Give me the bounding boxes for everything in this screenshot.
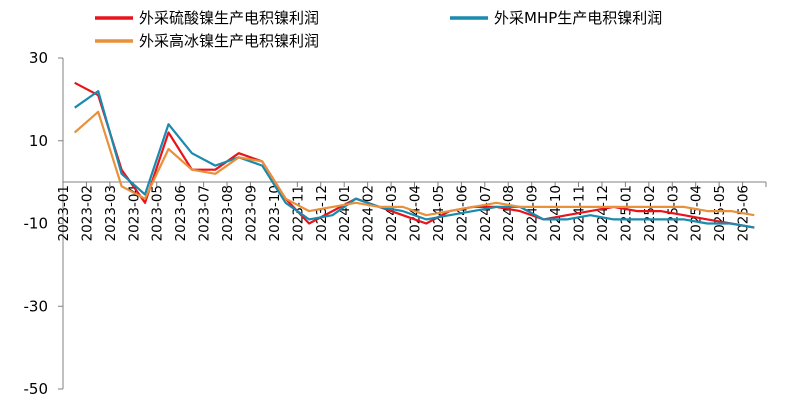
x-tick-label: 2023-10 (267, 185, 283, 241)
x-tick-label: 2024-10 (548, 185, 564, 241)
y-tick-label: -10 (24, 215, 49, 233)
x-tick-label: 2024-02 (361, 185, 377, 241)
x-tick-label: 2024-04 (408, 185, 424, 241)
x-tick-label: 2024-12 (595, 185, 611, 241)
series-line-2 (74, 89, 755, 229)
x-tick-label: 2023-02 (79, 185, 95, 241)
y-tick-label: -50 (24, 380, 49, 398)
plot-lines (73, 81, 755, 229)
x-tick-label: 2025-05 (712, 185, 728, 241)
x-tick-label: 2023-08 (220, 185, 236, 241)
y-tick-label: 30 (29, 49, 48, 67)
x-tick-label: 2023-05 (150, 185, 166, 241)
x-tick-label: 2024-03 (384, 185, 400, 241)
x-tick-label: 2023-04 (126, 185, 142, 241)
x-tick-label: 2025-02 (642, 185, 658, 241)
x-tick-label: 2024-01 (337, 185, 353, 241)
legend-label-3: 外采高冰镍生产电积镍利润 (139, 32, 319, 50)
legend-label-1: 外采硫酸镍生产电积镍利润 (139, 9, 319, 27)
x-tick-label: 2023-01 (56, 185, 72, 241)
series-line-1 (74, 81, 755, 229)
x-tick-label: 2025-04 (689, 185, 705, 241)
x-axis: 2023-01 2023-02 2023-03 2023-04 2023-05 2023-… (56, 181, 767, 241)
y-tick-label: -30 (24, 297, 49, 315)
y-tick-label: 10 (29, 132, 48, 150)
x-tick-label: 2023-12 (314, 185, 330, 241)
x-tick-label: 2023-07 (197, 185, 213, 241)
series-line-3 (73, 110, 755, 217)
x-tick-label: 2024-08 (501, 185, 517, 241)
x-tick-label: 2023-06 (173, 185, 189, 241)
x-tick-label: 2023-09 (243, 185, 259, 241)
y-axis: 30 10 -10 -30 -50 (24, 49, 64, 398)
legend-label-2: 外采MHP生产电积镍利润 (494, 9, 662, 27)
x-tick-label: 2025-01 (618, 185, 634, 241)
x-tick-label: 2023-03 (103, 185, 119, 241)
x-tick-label: 2024-07 (478, 185, 494, 241)
